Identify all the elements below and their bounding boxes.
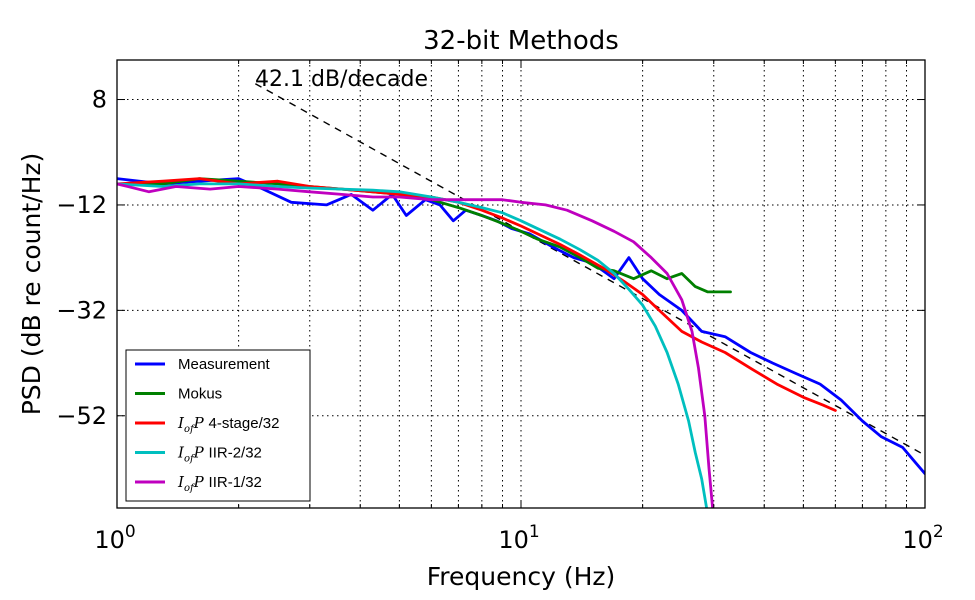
x-axis-label: Frequency (Hz): [427, 562, 616, 591]
slope-reference-line: [254, 83, 925, 456]
legend-math-subscript: of: [184, 483, 196, 494]
legend-box: [125, 349, 311, 502]
series-layer: [117, 177, 925, 508]
legend-math-suffix: P: [193, 414, 209, 432]
series-line-mokus: [117, 177, 732, 294]
legend-series-name: Mokus: [178, 386, 222, 403]
y-tick-label: −12: [56, 191, 107, 219]
legend-series-name: Measurement: [178, 356, 271, 373]
legend-math-prefix: I: [177, 414, 185, 432]
y-axis-label: PSD (dB re count/Hz): [17, 153, 46, 416]
x-tick-label: 100: [94, 522, 135, 554]
legend-label: Measurement: [178, 356, 271, 373]
legend-math-suffix: P: [193, 444, 209, 462]
legend-label: IofP 4-stage/32: [177, 414, 279, 435]
y-tick-label: −32: [56, 296, 107, 324]
legend-math-subscript: of: [184, 454, 196, 465]
legend-series-name: IIR-1/32: [209, 474, 262, 491]
x-tick-base: 10: [902, 526, 933, 554]
legend-label: IofP IIR-2/32: [177, 444, 262, 465]
legend-series-name: 4-stage/32: [209, 415, 280, 432]
legend-series-name: IIR-2/32: [209, 445, 262, 462]
y-tick-label: 8: [92, 86, 107, 114]
series-line-measurement: [117, 177, 925, 476]
y-tick-label: −52: [56, 402, 107, 430]
legend-label: Mokus: [178, 386, 222, 403]
legend-math-prefix: I: [177, 444, 185, 462]
legend-math-subscript: of: [184, 424, 196, 435]
x-tick-exponent: 1: [529, 522, 540, 542]
slope-annotation-label: 42.1 dB/decade: [255, 67, 428, 92]
x-tick-base: 10: [498, 526, 529, 554]
x-tick-base: 10: [94, 526, 125, 554]
chart-title: 32-bit Methods: [423, 26, 619, 56]
x-tick-exponent: 2: [933, 522, 944, 542]
series-line-iir-2-32: [117, 182, 708, 508]
x-tick-exponent: 0: [125, 522, 136, 542]
annotation-layer: [254, 83, 925, 456]
legend-math-prefix: I: [177, 473, 185, 491]
legend-math-suffix: P: [193, 473, 209, 491]
series-line-4-stage-32: [117, 177, 837, 412]
legend-label: IofP IIR-1/32: [177, 473, 262, 494]
x-tick-label: 102: [902, 522, 943, 554]
x-tick-label: 101: [498, 522, 539, 554]
series-line-iir-1-32: [117, 182, 714, 508]
